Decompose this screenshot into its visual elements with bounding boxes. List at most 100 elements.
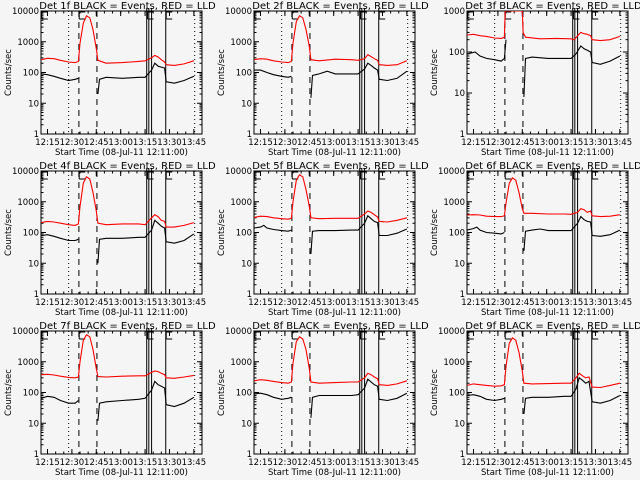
panel-title: Det 6f BLACK = Events, RED = LLD [465,161,640,172]
x-tick-label: 13:45 [608,458,633,468]
plot-frame [253,10,416,135]
event-bracket-mark [591,331,599,339]
x-tick-label: 12:45 [84,458,109,468]
x-tick-label: 13:45 [608,138,633,148]
event-bracket-mark [165,11,173,19]
series-line-events [41,380,195,421]
y-tick-label: 1 [460,130,465,140]
x-tick-label: 13:45 [182,298,207,308]
x-tick-label: 12:45 [297,138,322,148]
y-tick-label: 100 [236,229,252,239]
series-line-events [467,215,621,252]
y-tick-label: 10 [241,419,252,429]
x-tick-label: 12:30 [486,138,511,148]
y-tick-label: 100 [449,48,465,58]
x-tick-label: 13:45 [395,138,420,148]
y-tick-label: 10 [454,89,465,99]
y-tick-label: 1000 [443,198,465,208]
x-tick-label: 12:45 [510,298,535,308]
x-axis-label: Start Time (08-Jul-11 12:11:00) [268,308,401,318]
y-axis-label: Counts/sec [217,209,227,256]
x-axis-label: Start Time (08-Jul-11 12:11:00) [55,468,188,478]
x-tick-label: 13:30 [370,138,395,148]
y-tick-label: 10000 [12,327,39,337]
y-tick-label: 1000 [443,7,465,17]
panel-7: Det 7f BLACK = Events, RED = LLD 1 10 100 10… [4,321,216,478]
panel-4: Det 4f BLACK = Events, RED = LLD 1 10 100 10… [4,161,216,318]
x-axis-label: Start Time (08-Jul-11 12:11:00) [55,308,188,318]
x-tick-label: 13:30 [157,458,182,468]
event-bracket-mark [291,331,299,339]
x-tick-label: 13:45 [182,458,207,468]
x-tick-label: 12:45 [510,458,535,468]
y-tick-label: 1 [460,450,465,460]
y-tick-label: 1 [247,290,252,300]
panel-title: Det 7f BLACK = Events, RED = LLD [39,321,216,332]
series-line-lld [254,174,408,223]
x-tick-label: 13:30 [370,458,395,468]
x-tick-label: 13:15 [346,458,371,468]
y-axis-label: Counts/sec [430,209,440,256]
y-tick-label: 10000 [225,7,252,17]
x-axis-label: Start Time (08-Jul-11 12:11:00) [268,148,401,158]
y-axis-label: Counts/sec [217,49,227,96]
series-line-lld [467,336,621,389]
series-line-lld [254,15,408,66]
y-tick-label: 1 [34,290,39,300]
series-line-events [254,214,408,255]
plot-frame [466,10,629,135]
plot-frame [253,330,416,455]
x-tick-label: 13:15 [559,458,584,468]
event-bracket-mark [41,11,48,19]
series-line-events [254,62,408,98]
y-tick-label: 1 [247,130,252,140]
plot-frame [40,330,203,455]
x-tick-label: 12:15 [35,138,60,148]
x-tick-label: 12:45 [297,458,322,468]
x-tick-label: 13:30 [583,138,608,148]
y-axis-label: Counts/sec [4,209,14,256]
event-bracket-mark [78,171,86,179]
x-tick-label: 13:30 [370,298,395,308]
panel-8: Det 8f BLACK = Events, RED = LLD 1 10 100 10… [217,321,429,478]
y-tick-label: 1000 [230,198,252,208]
event-bracket-mark [254,331,261,339]
y-tick-label: 1 [460,290,465,300]
panel-1: Det 1f BLACK = Events, RED = LLD 1 10 100 10… [4,1,216,158]
plot-frame [40,10,203,135]
series-line-events [41,62,195,95]
y-tick-label: 1000 [230,38,252,48]
x-tick-label: 12:15 [461,138,486,148]
event-bracket-mark [254,11,261,19]
x-tick-label: 12:15 [248,138,273,148]
event-bracket-mark [360,331,367,339]
series-line-events [467,39,621,98]
x-tick-label: 13:00 [108,298,133,308]
x-tick-label: 13:00 [321,298,346,308]
event-bracket-mark [467,11,474,19]
y-tick-label: 100 [23,229,39,239]
y-tick-label: 10 [28,259,39,269]
x-tick-label: 13:15 [133,458,158,468]
series-line-lld [467,11,621,42]
panel-title: Det 5f BLACK = Events, RED = LLD [252,161,429,172]
y-tick-label: 10000 [225,167,252,177]
x-tick-label: 12:30 [273,138,298,148]
x-tick-label: 12:15 [461,298,486,308]
x-axis-label: Start Time (08-Jul-11 12:11:00) [481,468,614,478]
x-tick-label: 12:30 [486,458,511,468]
x-tick-label: 13:00 [534,458,559,468]
y-tick-label: 1 [34,450,39,460]
event-bracket-mark [378,331,386,339]
y-axis-label: Counts/sec [4,369,14,416]
y-tick-label: 10000 [225,327,252,337]
plot-frame [253,170,416,295]
y-tick-label: 1000 [443,358,465,368]
panel-6: Det 6f BLACK = Events, RED = LLD 1 10 100 10… [430,161,640,318]
x-tick-label: 13:00 [108,458,133,468]
panel-9: Det 9f BLACK = Events, RED = LLD 1 10 100 10… [430,321,640,478]
event-bracket-mark [291,171,299,179]
panel-2: Det 2f BLACK = Events, RED = LLD 1 10 100 10… [217,1,429,158]
x-tick-label: 13:15 [346,298,371,308]
